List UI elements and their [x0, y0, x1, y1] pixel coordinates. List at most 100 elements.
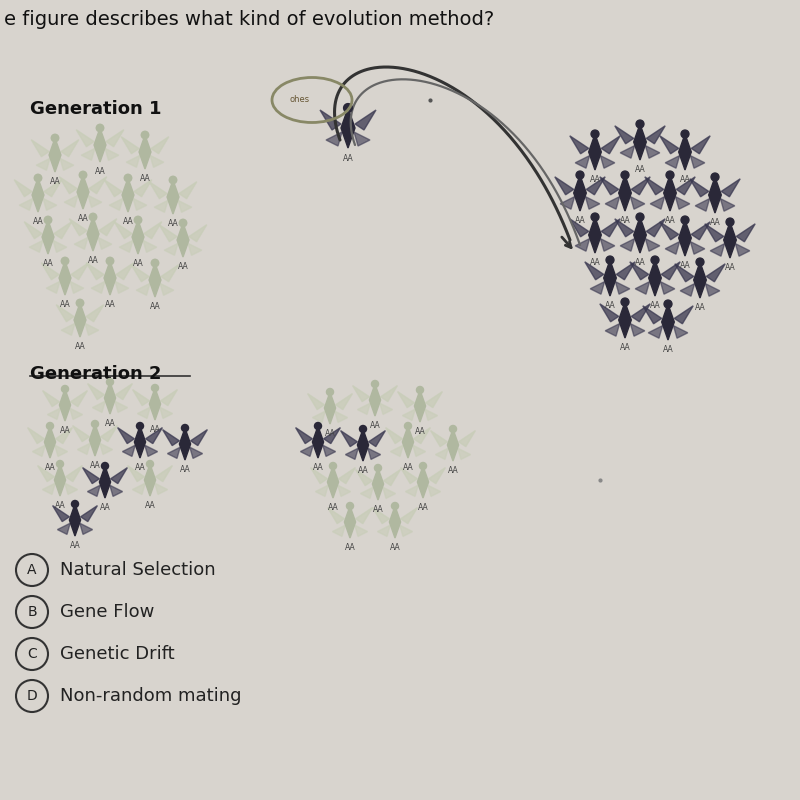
Polygon shape: [82, 467, 99, 483]
Circle shape: [146, 461, 154, 467]
Polygon shape: [634, 217, 646, 253]
Polygon shape: [167, 447, 180, 458]
Text: AA: AA: [150, 425, 160, 434]
Text: AA: AA: [620, 343, 630, 352]
Polygon shape: [575, 155, 590, 168]
Text: AA: AA: [680, 262, 690, 270]
Text: AA: AA: [105, 419, 115, 428]
Polygon shape: [149, 263, 161, 297]
Polygon shape: [82, 149, 95, 160]
Text: AA: AA: [180, 465, 190, 474]
Text: B: B: [27, 605, 37, 619]
Polygon shape: [104, 382, 115, 414]
Polygon shape: [19, 198, 33, 210]
Polygon shape: [101, 426, 118, 442]
Polygon shape: [358, 403, 370, 414]
Polygon shape: [89, 177, 107, 194]
Polygon shape: [691, 136, 710, 154]
Polygon shape: [358, 429, 369, 461]
Text: AA: AA: [370, 421, 380, 430]
Polygon shape: [604, 260, 616, 296]
Polygon shape: [150, 388, 161, 420]
Text: AA: AA: [45, 462, 55, 472]
Polygon shape: [134, 180, 152, 197]
Polygon shape: [328, 508, 344, 524]
Polygon shape: [27, 427, 45, 443]
Polygon shape: [74, 303, 86, 337]
Polygon shape: [151, 137, 169, 154]
Polygon shape: [368, 448, 381, 459]
Polygon shape: [425, 409, 438, 421]
Text: AA: AA: [325, 429, 335, 438]
Polygon shape: [179, 182, 197, 198]
Polygon shape: [380, 403, 393, 414]
Polygon shape: [600, 304, 618, 322]
Polygon shape: [56, 427, 73, 443]
Polygon shape: [674, 264, 694, 282]
Polygon shape: [161, 265, 179, 282]
Polygon shape: [115, 402, 128, 413]
Circle shape: [91, 421, 98, 427]
Polygon shape: [88, 195, 102, 207]
Circle shape: [696, 258, 704, 266]
Polygon shape: [646, 238, 660, 251]
Polygon shape: [333, 525, 346, 536]
Polygon shape: [90, 424, 101, 456]
Polygon shape: [177, 223, 189, 257]
Polygon shape: [86, 305, 104, 322]
Polygon shape: [666, 242, 680, 254]
Polygon shape: [426, 392, 442, 408]
Polygon shape: [155, 466, 173, 482]
Polygon shape: [600, 177, 618, 194]
Polygon shape: [145, 445, 158, 456]
Text: AA: AA: [178, 262, 188, 271]
Text: AA: AA: [133, 259, 143, 268]
Polygon shape: [735, 243, 750, 256]
Polygon shape: [116, 262, 134, 280]
Circle shape: [621, 171, 629, 179]
Text: AA: AA: [60, 300, 70, 309]
Polygon shape: [602, 136, 620, 154]
Polygon shape: [86, 262, 104, 280]
Polygon shape: [414, 427, 430, 443]
Circle shape: [34, 174, 42, 182]
Polygon shape: [694, 262, 706, 298]
Polygon shape: [323, 427, 341, 443]
Polygon shape: [341, 108, 355, 148]
Polygon shape: [154, 200, 168, 212]
Polygon shape: [42, 390, 59, 406]
Text: AA: AA: [605, 302, 615, 310]
Polygon shape: [428, 485, 441, 496]
Polygon shape: [338, 467, 355, 483]
Text: AA: AA: [313, 462, 323, 472]
Polygon shape: [133, 390, 150, 406]
Circle shape: [314, 422, 322, 430]
Polygon shape: [325, 392, 336, 424]
Polygon shape: [660, 136, 678, 154]
Polygon shape: [301, 445, 314, 456]
Polygon shape: [42, 262, 59, 280]
Text: D: D: [26, 689, 38, 703]
Polygon shape: [115, 384, 133, 400]
Text: AA: AA: [42, 259, 54, 268]
Polygon shape: [77, 175, 89, 209]
Polygon shape: [630, 197, 645, 210]
Circle shape: [417, 386, 423, 394]
Polygon shape: [74, 238, 88, 250]
Polygon shape: [386, 427, 402, 443]
Polygon shape: [372, 468, 384, 500]
Text: Gene Flow: Gene Flow: [60, 603, 154, 621]
Polygon shape: [54, 464, 66, 496]
Polygon shape: [78, 443, 90, 454]
Polygon shape: [320, 110, 341, 130]
Circle shape: [46, 422, 54, 430]
Circle shape: [90, 214, 97, 221]
Circle shape: [591, 213, 599, 221]
Polygon shape: [53, 240, 66, 252]
Text: AA: AA: [680, 175, 690, 184]
Polygon shape: [45, 426, 56, 458]
Polygon shape: [94, 128, 106, 162]
Polygon shape: [720, 198, 734, 211]
Polygon shape: [384, 470, 400, 486]
Text: AA: AA: [694, 303, 706, 312]
